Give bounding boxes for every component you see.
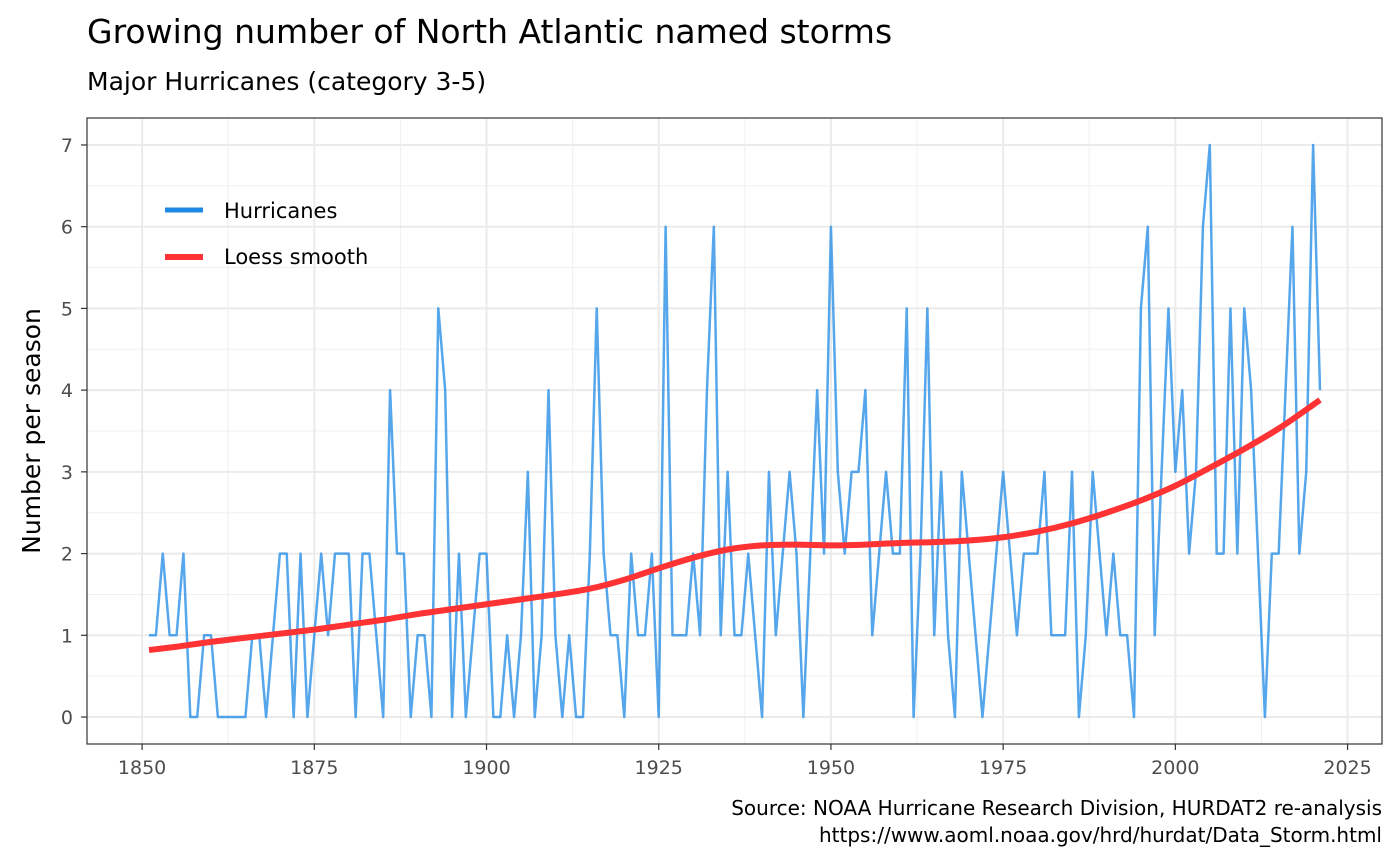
y-tick-label: 5 — [61, 298, 73, 320]
legend-label-loess: Loess smooth — [224, 245, 368, 269]
legend: Hurricanes Loess smooth — [160, 198, 368, 269]
x-tick-label: 1875 — [290, 757, 338, 779]
x-tick-label: 1950 — [807, 757, 855, 779]
x-tick-label: 1900 — [462, 757, 510, 779]
legend-label-hurricanes: Hurricanes — [224, 199, 337, 223]
x-tick-label: 1850 — [118, 757, 166, 779]
chart-title: Growing number of North Atlantic named s… — [87, 12, 892, 51]
grid — [87, 118, 1382, 744]
series-line-loess — [148, 397, 1322, 653]
series-line-hurricanes — [148, 143, 1322, 719]
x-tick-label: 1925 — [635, 757, 683, 779]
y-tick-label: 6 — [61, 217, 73, 239]
y-tick-label: 1 — [61, 625, 73, 647]
caption-source: Source: NOAA Hurricane Research Division… — [731, 796, 1382, 820]
caption-url: https://www.aoml.noaa.gov/hrd/hurdat/Dat… — [819, 823, 1382, 847]
y-tick-label: 2 — [61, 544, 73, 566]
chart-subtitle: Major Hurricanes (category 3-5) — [87, 67, 486, 96]
y-tick-label: 0 — [61, 707, 73, 729]
series-layer — [148, 143, 1322, 719]
y-tick-label: 3 — [61, 462, 73, 484]
panel-border — [86, 117, 1383, 745]
y-tick-label: 4 — [61, 380, 73, 402]
y-axis-label: Number per season — [17, 308, 46, 554]
x-tick-label: 1975 — [979, 757, 1027, 779]
y-tick-label: 7 — [61, 135, 73, 157]
x-tick-label: 2025 — [1323, 757, 1371, 779]
axes: 1850 1875 1900 1925 1950 1975 2000 2025 0 1 2 3 4 5 6 7 — [61, 135, 1372, 779]
x-tick-label: 2000 — [1151, 757, 1199, 779]
